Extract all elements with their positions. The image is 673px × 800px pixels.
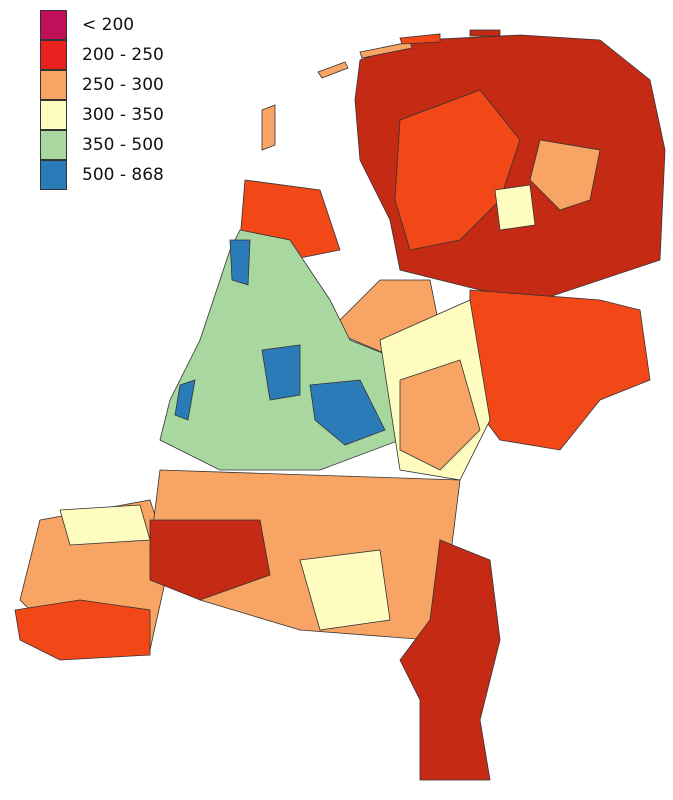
island-vlieland [317, 61, 349, 79]
legend-swatch [40, 70, 67, 100]
legend-label: 500 - 868 [82, 165, 164, 185]
region-brabant-west [149, 519, 271, 601]
legend-label: 250 - 300 [82, 75, 164, 95]
island-texel [261, 104, 276, 151]
legend-item: < 200 [40, 10, 164, 40]
legend-item: 350 - 500 [40, 130, 164, 160]
legend-label: 300 - 350 [82, 105, 164, 125]
region-limburg [399, 539, 501, 781]
legend-item: 500 - 868 [40, 160, 164, 190]
legend: < 200 200 - 250 250 - 300 300 - 350 350 … [40, 10, 164, 190]
region-drenthe-yellow [494, 184, 536, 231]
legend-swatch [40, 130, 67, 160]
legend-label: 350 - 500 [82, 135, 164, 155]
region-blue-2 [309, 379, 386, 446]
region-drenthe-orange [529, 139, 601, 211]
legend-item: 200 - 250 [40, 40, 164, 70]
region-zeeland-north [59, 504, 151, 546]
region-east [469, 289, 651, 451]
region-zeeland-south [14, 599, 151, 661]
region-friesland-inner [394, 89, 521, 251]
legend-swatch [40, 100, 67, 130]
region-blue-4 [174, 379, 196, 421]
island-terschelling [359, 41, 413, 59]
island-ameland [399, 33, 441, 45]
legend-item: 300 - 350 [40, 100, 164, 130]
region-blue-1 [261, 344, 301, 401]
legend-swatch [40, 40, 67, 70]
region-brabant-yellow [299, 549, 391, 631]
legend-swatch [40, 160, 67, 190]
legend-label: < 200 [82, 15, 135, 35]
legend-label: 200 - 250 [82, 45, 164, 65]
island-schier [469, 29, 501, 37]
legend-item: 250 - 300 [40, 70, 164, 100]
legend-swatch [40, 10, 67, 40]
region-gelderland-orange [399, 359, 481, 471]
region-blue-3 [229, 239, 251, 286]
